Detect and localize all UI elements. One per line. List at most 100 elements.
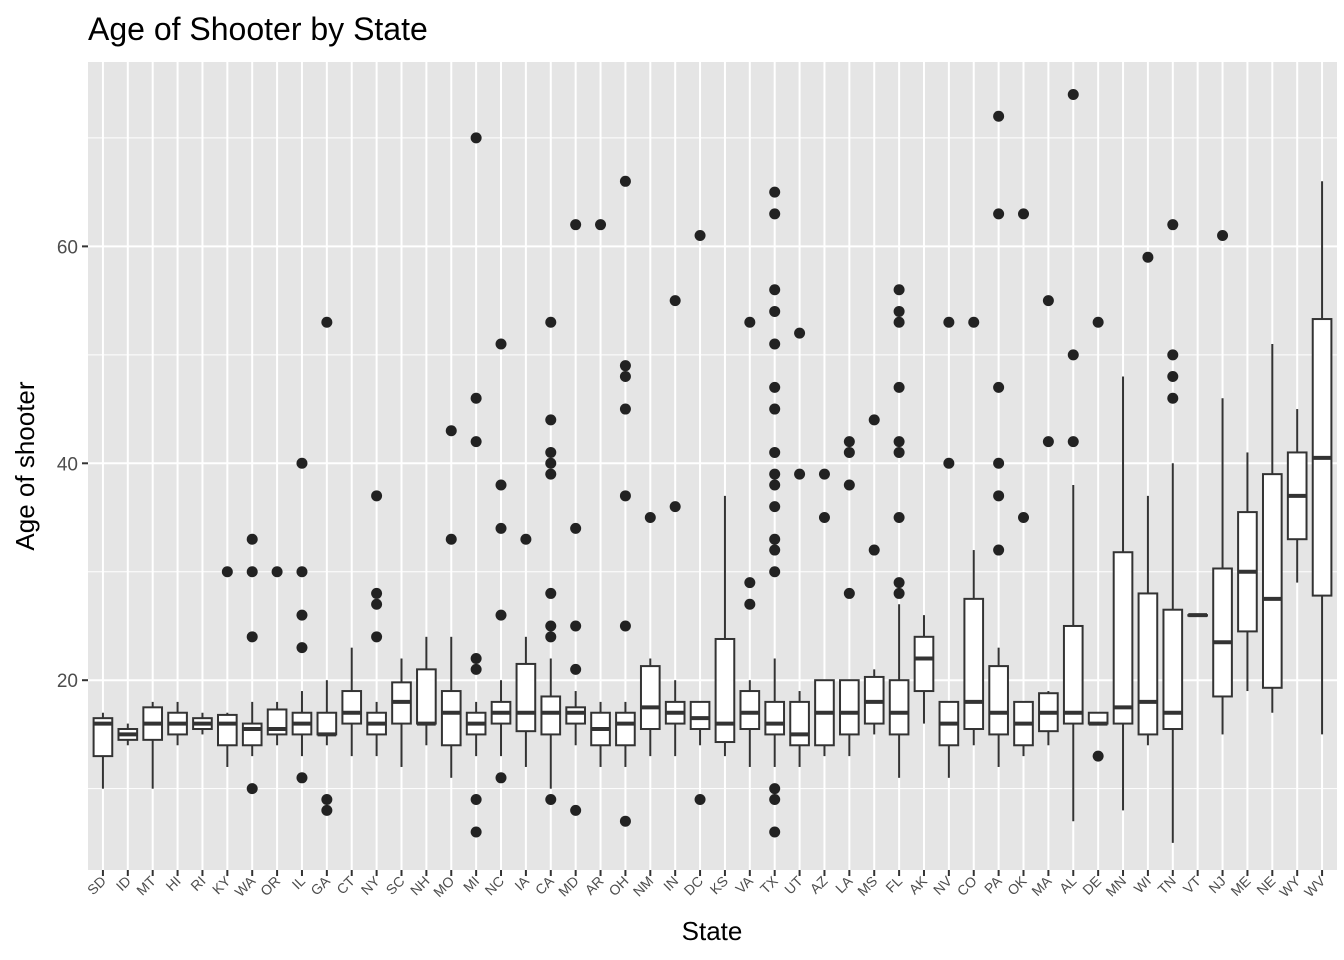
box-body bbox=[913, 635, 935, 693]
box-ar bbox=[590, 219, 611, 767]
outlier-point bbox=[1067, 436, 1079, 448]
outlier-point bbox=[371, 587, 383, 599]
outlier-point bbox=[769, 501, 781, 513]
x-tick-label: WY bbox=[1276, 872, 1304, 900]
outlier-point bbox=[371, 598, 383, 610]
outlier-point bbox=[769, 783, 781, 795]
box-tn bbox=[1162, 219, 1184, 843]
box-ks bbox=[714, 495, 736, 757]
outlier-point bbox=[893, 381, 905, 393]
outlier-point bbox=[1167, 349, 1179, 361]
box-ct bbox=[341, 647, 363, 757]
box-vt bbox=[1187, 613, 1208, 618]
x-tick-label: RI bbox=[187, 873, 208, 894]
outlier-point bbox=[545, 631, 557, 643]
box-dc bbox=[689, 230, 711, 806]
box-wa bbox=[241, 533, 263, 795]
x-tick-label: MO bbox=[430, 873, 457, 900]
x-tick-label: MS bbox=[854, 873, 880, 899]
box-wv bbox=[1311, 181, 1333, 735]
box-al bbox=[1062, 89, 1084, 822]
outlier-point bbox=[769, 794, 781, 806]
x-tick-label: GA bbox=[307, 872, 333, 898]
x-tick-label: SD bbox=[84, 873, 109, 898]
outlier-point bbox=[893, 316, 905, 328]
outlier-point bbox=[495, 772, 507, 784]
outlier-point bbox=[1018, 512, 1030, 524]
outlier-point bbox=[993, 208, 1005, 220]
box-body bbox=[217, 713, 238, 747]
outlier-point bbox=[968, 316, 980, 328]
x-tick-label: FL bbox=[882, 873, 905, 896]
outlier-point bbox=[818, 512, 830, 524]
outlier-point bbox=[744, 577, 756, 589]
x-tick-label: WA bbox=[231, 872, 258, 899]
outlier-point bbox=[371, 631, 383, 643]
x-tick-label: PA bbox=[981, 872, 1005, 896]
outlier-point bbox=[570, 804, 582, 816]
outlier-point bbox=[570, 620, 582, 632]
box-de bbox=[1087, 316, 1109, 762]
outlier-point bbox=[993, 110, 1005, 122]
box-ok bbox=[1013, 208, 1034, 757]
outlier-point bbox=[943, 316, 955, 328]
outlier-point bbox=[545, 316, 557, 328]
outlier-point bbox=[445, 425, 457, 437]
outlier-point bbox=[321, 316, 333, 328]
x-tick-label: LA bbox=[832, 872, 856, 896]
x-tick-label: AL bbox=[1056, 873, 1080, 897]
outlier-point bbox=[246, 783, 258, 795]
box-body bbox=[739, 690, 761, 731]
outlier-point bbox=[619, 490, 631, 502]
outlier-point bbox=[769, 566, 781, 578]
x-tick-label: DC bbox=[681, 873, 707, 899]
box-ny bbox=[366, 490, 387, 757]
x-tick-label: AR bbox=[582, 873, 607, 898]
outlier-point bbox=[744, 598, 756, 610]
x-tick-label: KY bbox=[209, 872, 234, 897]
outlier-point bbox=[993, 490, 1005, 502]
box-body bbox=[839, 679, 860, 736]
box-id bbox=[117, 723, 139, 746]
box-ma bbox=[1038, 295, 1059, 746]
box-tx bbox=[764, 186, 786, 838]
x-tick-label: SC bbox=[383, 873, 408, 898]
box-wi bbox=[1137, 251, 1159, 746]
outlier-point bbox=[769, 544, 781, 556]
x-tick-label: KS bbox=[707, 873, 732, 898]
box-body bbox=[888, 679, 910, 736]
outlier-point bbox=[545, 457, 557, 469]
box-body bbox=[714, 637, 736, 744]
outlier-point bbox=[470, 392, 482, 404]
outlier-point bbox=[520, 533, 532, 545]
outlier-point bbox=[495, 522, 507, 534]
outlier-point bbox=[296, 566, 308, 578]
outlier-point bbox=[619, 620, 631, 632]
box-body bbox=[241, 722, 263, 747]
outlier-point bbox=[470, 436, 482, 448]
x-tick-label: MN bbox=[1102, 873, 1129, 900]
y-axis-title: Age of shooter bbox=[10, 381, 40, 550]
box-body bbox=[689, 700, 711, 731]
box-ms bbox=[863, 414, 885, 735]
x-tick-label: VT bbox=[1180, 872, 1204, 896]
outlier-point bbox=[619, 403, 631, 415]
outlier-point bbox=[694, 230, 706, 242]
x-tick-label: NE bbox=[1253, 873, 1278, 898]
x-tick-label: OK bbox=[1004, 872, 1030, 898]
x-tick-label: OR bbox=[257, 873, 283, 899]
outlier-point bbox=[993, 544, 1005, 556]
box-body bbox=[316, 711, 338, 736]
outlier-point bbox=[545, 414, 557, 426]
y-tick-label: 20 bbox=[57, 671, 78, 692]
box-mn bbox=[1112, 376, 1134, 811]
outlier-point bbox=[769, 468, 781, 480]
box-ky bbox=[217, 566, 238, 767]
outlier-point bbox=[321, 794, 333, 806]
box-body bbox=[540, 695, 562, 736]
outlier-point bbox=[570, 219, 582, 231]
box-hi bbox=[167, 701, 188, 746]
box-body bbox=[440, 690, 462, 747]
x-tick-label: OH bbox=[605, 873, 631, 899]
x-tick-label: TX bbox=[757, 872, 781, 896]
